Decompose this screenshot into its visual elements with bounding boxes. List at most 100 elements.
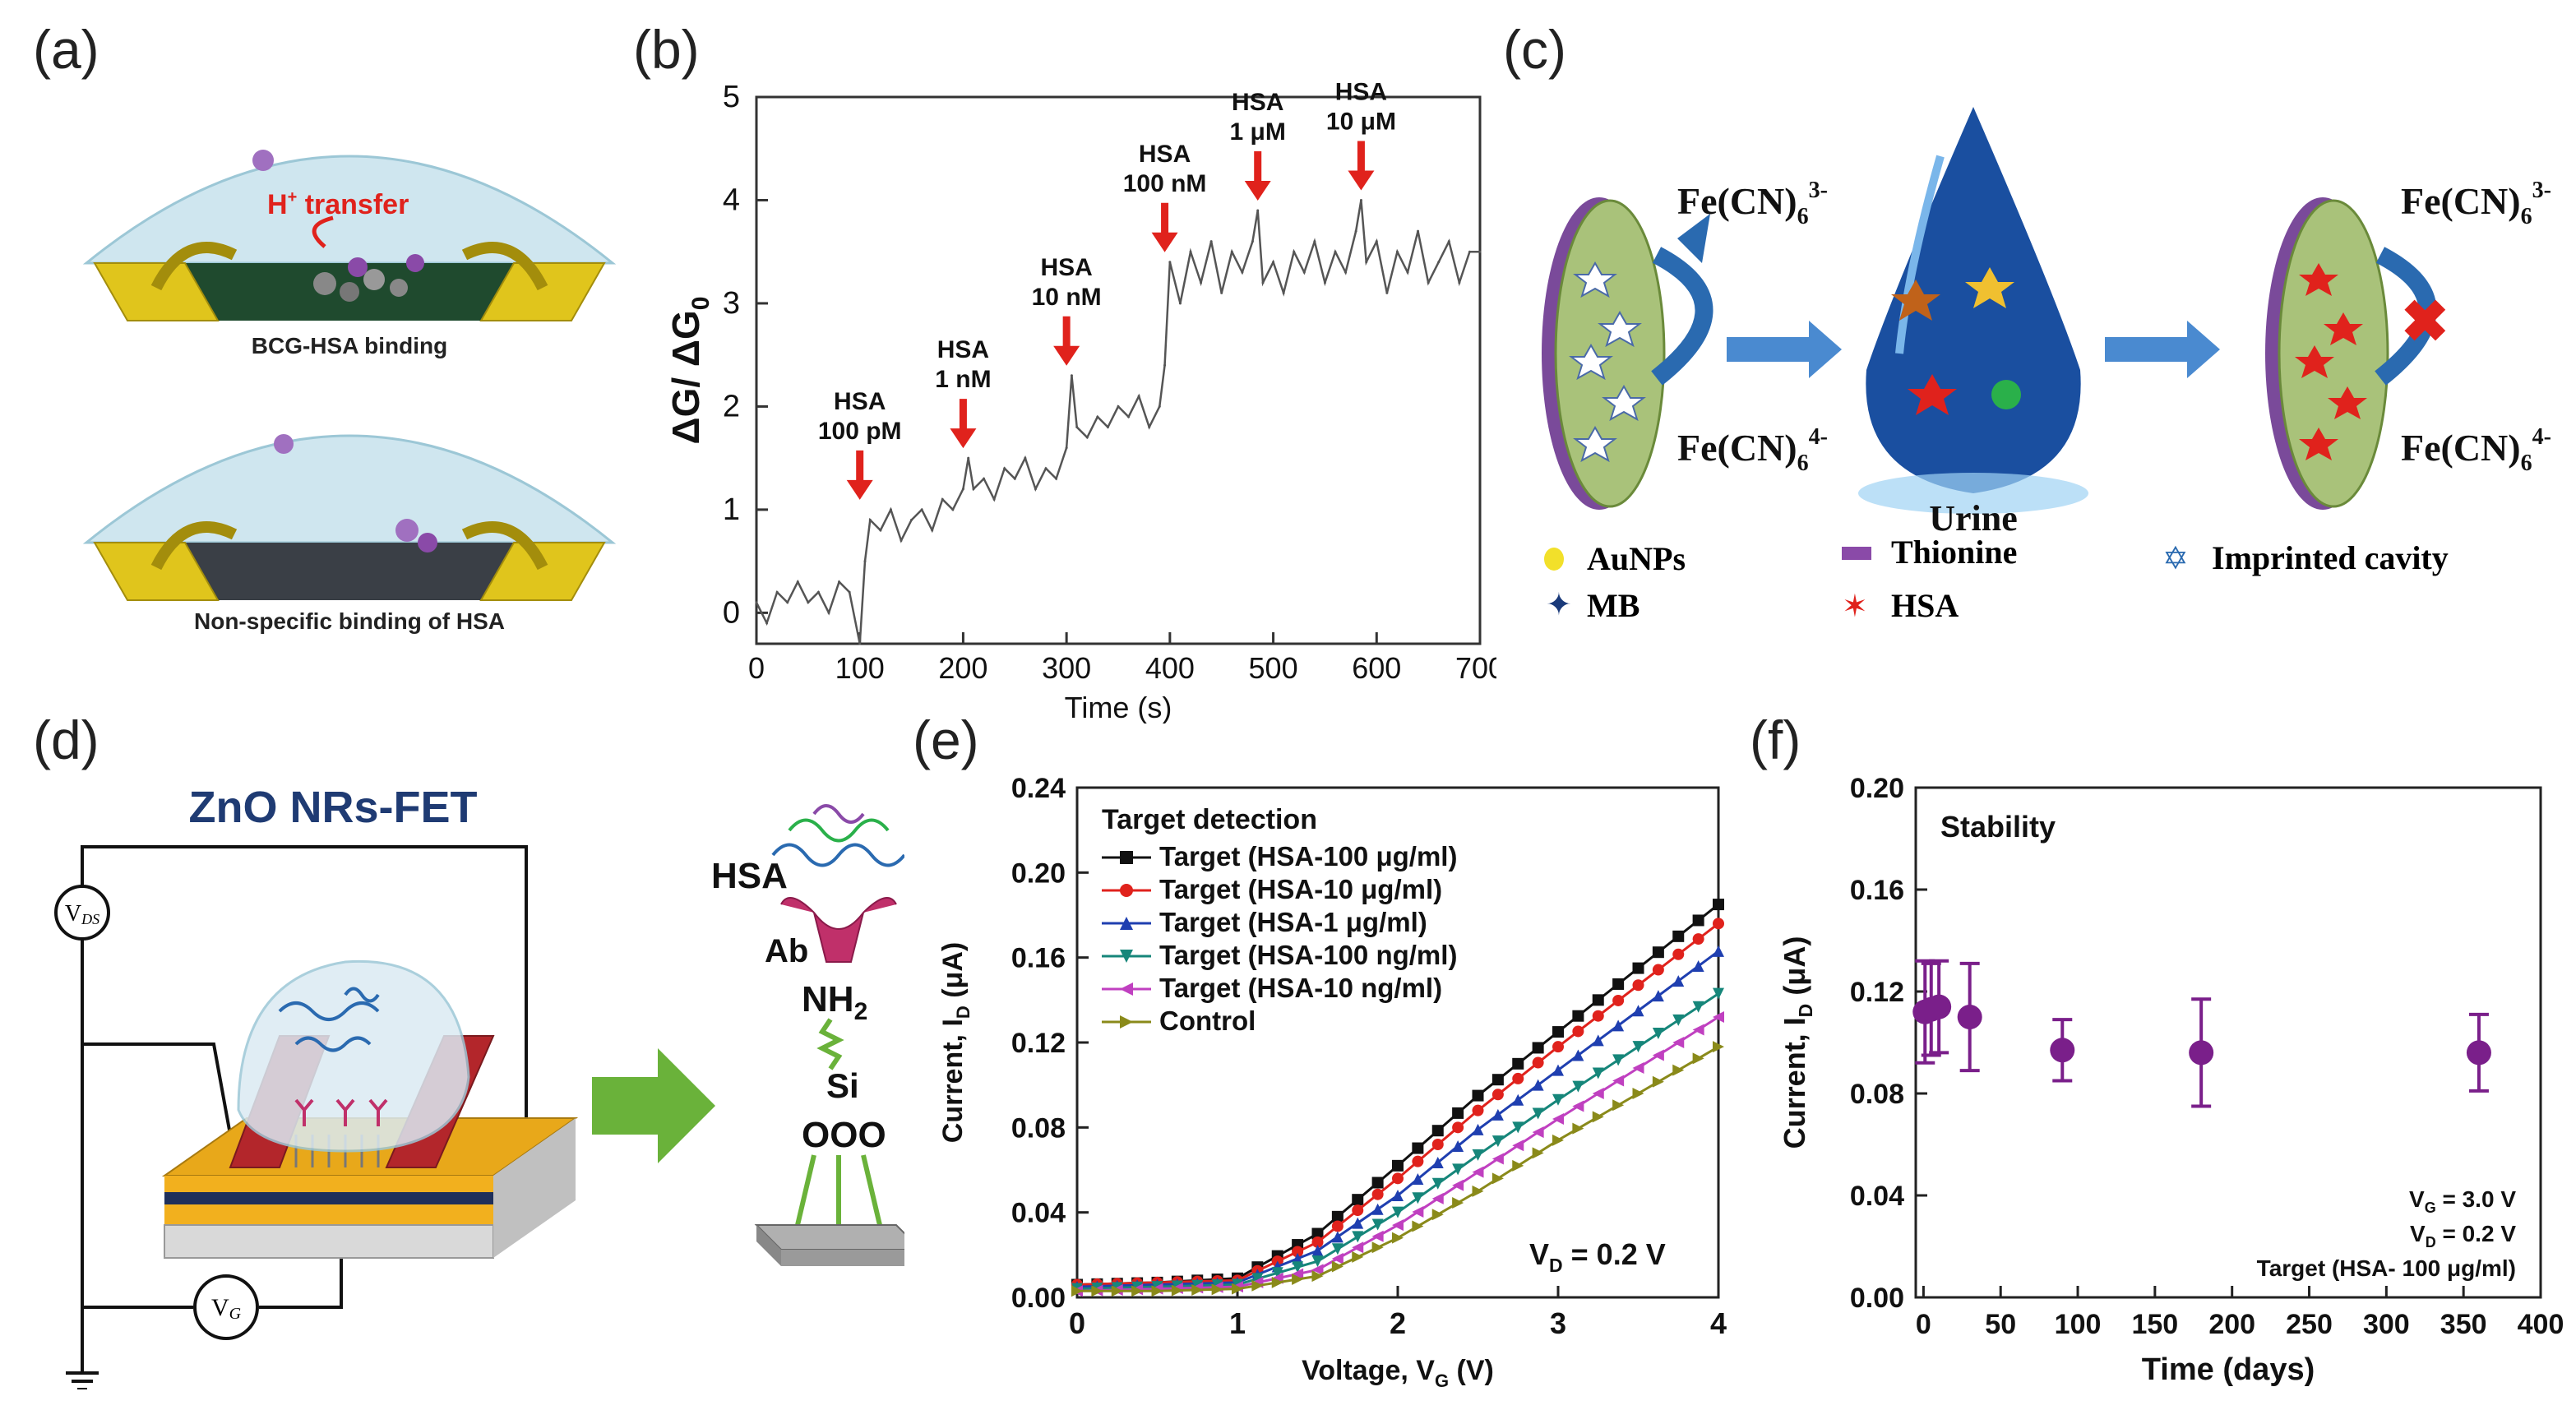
series-marker: [1371, 1241, 1384, 1254]
data-point: [1209, 240, 1213, 243]
series-marker: [1371, 1203, 1384, 1215]
legend-title: Target detection: [1102, 804, 1317, 835]
data-point: [1220, 291, 1223, 294]
y-tick-label: 0.00: [1850, 1283, 1904, 1314]
legend-aunps: AuNPs: [1587, 540, 1686, 577]
panel-d: ZnO NRs-FET VDS VG: [33, 765, 923, 1391]
y-tick-label: 4: [723, 183, 740, 217]
x-tick-label: 150: [2131, 1309, 2178, 1340]
data-point: [1375, 240, 1378, 243]
data-point: [951, 508, 955, 511]
series-marker: [1131, 1285, 1144, 1297]
series-marker: [1592, 1088, 1604, 1099]
series-marker: [1352, 1241, 1364, 1254]
ground-icon: [66, 1371, 99, 1391]
series-marker: [1271, 1267, 1283, 1279]
drop-analytes: [1891, 267, 2021, 415]
x-tick-label: 250: [2286, 1309, 2333, 1340]
legend-entry: Control: [1159, 1005, 1256, 1036]
data-point: [1241, 270, 1244, 274]
series-marker: [1532, 1042, 1544, 1054]
series-marker: [1532, 1107, 1544, 1120]
data-point: [900, 539, 903, 543]
series-marker: [1572, 1010, 1584, 1022]
panel-e: 0 1 2 3 4 0.00 0.04 0.08 0.12 0.16 0.20 0.24 Voltage…: [921, 765, 1743, 1406]
data-point: [1272, 261, 1275, 264]
legend-imprinted-cavity: Imprinted cavity: [2212, 539, 2449, 576]
x-tick-label: 400: [2518, 1309, 2564, 1340]
series-marker: [1512, 1159, 1524, 1172]
y-tick-label: 0.20: [1850, 773, 1904, 804]
panel-label-a: (a): [33, 19, 99, 80]
series-marker: [1331, 1210, 1343, 1223]
data-point: [1447, 240, 1450, 243]
series-marker: [1472, 1185, 1484, 1197]
y-tick-label: 0.20: [1011, 858, 1066, 889]
series-marker: [1412, 1206, 1424, 1218]
injection-label: 10 μM: [1326, 108, 1396, 135]
injection-label: HSA: [1335, 78, 1387, 105]
hsa-protein-adsorbed: [395, 519, 419, 542]
data-point: [1261, 281, 1265, 284]
series-marker: [1632, 962, 1644, 974]
series-marker: [1552, 1026, 1564, 1038]
y-axis-label: Current, ID (μA): [1778, 936, 1816, 1149]
series-marker: [1352, 1231, 1364, 1243]
star-outline-icon: ✡: [2162, 542, 2189, 576]
series-marker: [1612, 994, 1625, 1006]
data-point: [910, 518, 913, 521]
x-tick-label: 50: [1985, 1309, 2016, 1340]
series-marker: [1692, 914, 1704, 927]
imprinted-cavities-left: [1569, 261, 1646, 463]
series-marker: [1592, 1010, 1604, 1022]
series-marker: [1371, 1177, 1384, 1189]
data-point: [1344, 270, 1348, 274]
condition-note: VG = 3.0 V: [2409, 1186, 2516, 1216]
data-point: [1200, 281, 1203, 284]
legend-marker: [1120, 1015, 1133, 1029]
series-marker: [1572, 1100, 1584, 1112]
hsa-protein-top: [252, 150, 274, 171]
series-marker: [1431, 1177, 1444, 1190]
series-marker: [1512, 1072, 1524, 1084]
data-point: [1127, 415, 1131, 418]
proton-transfer-arrow: [312, 215, 334, 248]
source-electrode: [93, 262, 220, 321]
y-axis-label: Current, ID (μA): [937, 942, 974, 1143]
series-marker: [1632, 1041, 1644, 1053]
x-axis-label: Voltage, VG (V): [1302, 1355, 1494, 1391]
data-point: [2189, 1040, 2214, 1066]
vds-label: VDS: [65, 901, 99, 927]
stack-label-nh2: NH2: [802, 979, 867, 1025]
series-marker: [1692, 960, 1704, 972]
series-marker: [1431, 1125, 1444, 1137]
data-point: [1096, 415, 1099, 418]
data-point: [1251, 240, 1254, 243]
data-point: [1055, 477, 1058, 480]
series-marker: [1331, 1231, 1343, 1243]
series-marker: [1713, 918, 1724, 930]
caption-nonspecific-binding: Non-specific binding of HSA: [194, 608, 505, 634]
redox-ox-label-left: Fe(CN)63-: [1677, 178, 1828, 229]
series-marker: [1552, 1064, 1564, 1076]
legend-mb: MB: [1587, 587, 1639, 624]
series-marker: [1713, 899, 1724, 911]
series-marker: [1311, 1255, 1324, 1268]
series-marker: [1572, 1122, 1584, 1135]
legend-entry: Target (HSA-100 μg/ml): [1159, 841, 1457, 871]
series-marker: [1412, 1155, 1424, 1167]
series-marker: [1392, 1206, 1404, 1218]
series-marker: [1292, 1274, 1304, 1286]
series-marker: [1452, 1107, 1464, 1119]
antibody-icon: [780, 897, 897, 963]
x-tick-label: 500: [1249, 651, 1298, 685]
series-marker: [1652, 946, 1664, 959]
data-point: [1117, 405, 1120, 408]
data-point: [1365, 261, 1368, 264]
injection-arrowhead: [846, 479, 873, 500]
antibody-icons: [294, 1098, 388, 1126]
proton-transfer-label: H+ transfer: [267, 188, 409, 220]
series-marker: [1552, 1041, 1564, 1053]
electrode-curl-left: [150, 242, 238, 291]
y-tick-label: 0: [723, 595, 740, 630]
